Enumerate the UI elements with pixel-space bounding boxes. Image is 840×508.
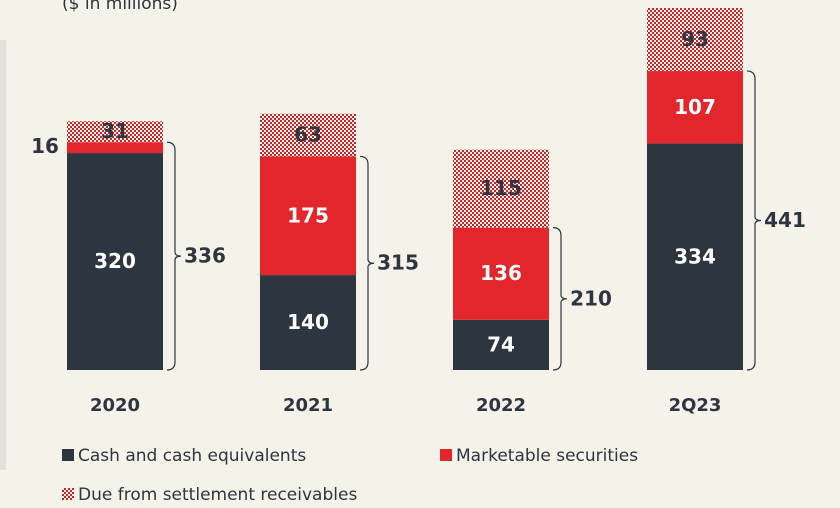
- x-tick-label: 2Q23: [669, 395, 722, 416]
- bar-segment: [260, 113, 356, 157]
- side-strip: [0, 40, 6, 470]
- legend-swatch: [440, 449, 452, 461]
- bar-segment: [260, 156, 356, 276]
- bar-segment: [453, 149, 549, 228]
- value-label: 93: [681, 27, 709, 51]
- total-bracket: [166, 141, 182, 371]
- bar-segment: [647, 8, 743, 72]
- value-label: 31: [101, 119, 129, 143]
- total-label: 441: [764, 208, 806, 232]
- value-label: 16: [31, 134, 59, 158]
- legend-label: Cash and cash equivalents: [78, 446, 306, 466]
- total-label: 315: [377, 251, 419, 275]
- legend-label: Due from settlement receivables: [78, 485, 357, 505]
- value-label: 140: [287, 310, 329, 334]
- x-tick-label: 2022: [476, 395, 526, 416]
- subtitle: ($ in millions): [62, 0, 178, 14]
- x-tick-label: 2020: [90, 395, 140, 416]
- bar-segment: [647, 143, 743, 370]
- total-label: 336: [184, 244, 226, 268]
- bar-segment: [67, 121, 163, 143]
- value-label: 334: [674, 244, 716, 268]
- bar-segment: [453, 227, 549, 320]
- total-bracket: [552, 227, 568, 371]
- value-label: 115: [480, 176, 522, 200]
- value-label: 136: [480, 261, 522, 285]
- bar-segment: [453, 319, 549, 370]
- value-label: 175: [287, 203, 329, 227]
- x-tick-label: 2021: [283, 395, 333, 416]
- bar-segment: [260, 275, 356, 370]
- value-label: 63: [294, 123, 322, 147]
- bar-segment: [67, 153, 163, 370]
- bar-segment: [67, 142, 163, 154]
- total-bracket: [359, 155, 375, 371]
- total-label: 210: [570, 286, 612, 310]
- total-bracket: [746, 70, 762, 371]
- bar-segment: [647, 71, 743, 144]
- value-label: 320: [94, 249, 136, 273]
- legend-swatch: [62, 488, 74, 500]
- value-label: 74: [487, 332, 515, 356]
- legend-swatch: [62, 449, 74, 461]
- value-label: 107: [674, 95, 716, 119]
- legend-label: Marketable securities: [456, 446, 638, 466]
